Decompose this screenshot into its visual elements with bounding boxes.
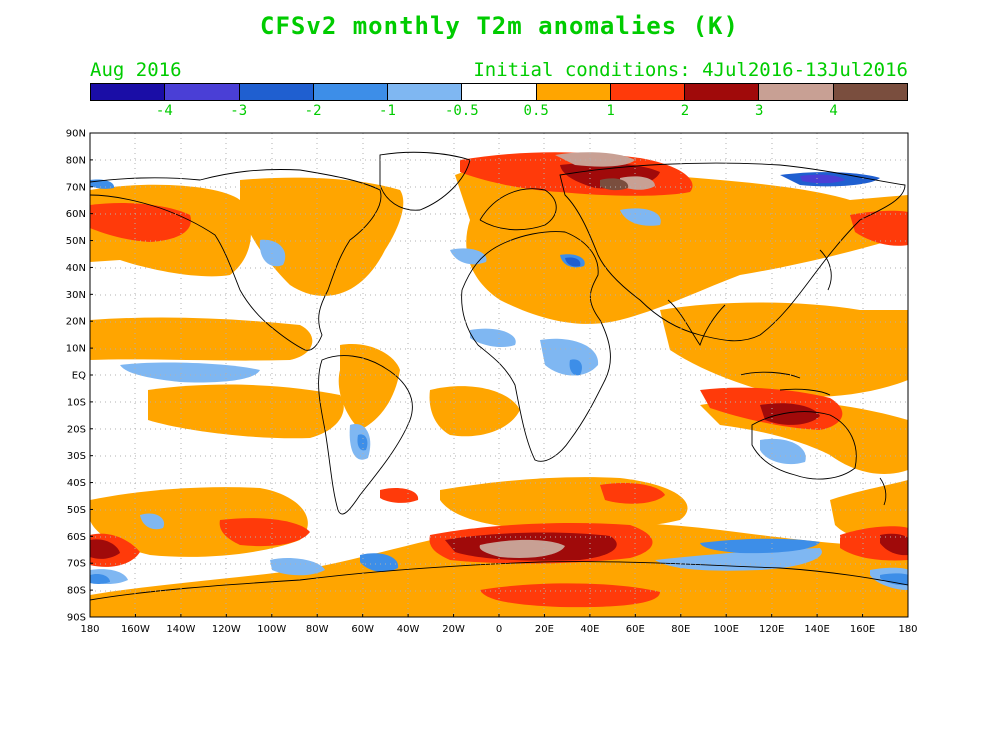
longitude-label: 180 [80,624,99,635]
latitude-label: 90S [67,613,86,624]
longitude-label: 100E [714,624,739,635]
longitude-label: 100W [257,624,286,635]
longitude-label: 160W [121,624,150,635]
longitude-label: 140W [166,624,195,635]
latitude-label: 50S [67,505,86,516]
colorbar [90,83,908,101]
latitude-label: 60S [67,532,86,543]
colorbar-label: 2 [680,103,690,119]
anomaly-fields [90,152,908,617]
latitude-label: 10S [67,397,86,408]
latitude-label: 70S [67,559,86,570]
latitude-label: 30N [66,290,86,301]
latitude-label: 10N [66,344,86,355]
longitude-label: 20W [442,624,465,635]
latitude-label: 60N [66,209,86,220]
latitude-label: EQ [72,371,86,382]
colorbar-label: -2 [304,103,322,119]
colorbar-label: -1 [379,103,396,119]
latitude-label: 70N [66,182,86,193]
latitude-label: 20S [67,424,86,435]
colorbar-label: 4 [829,103,838,119]
colorbar-label: 1 [606,103,615,119]
longitude-label: 80E [671,624,690,635]
forecast-month: Aug 2016 [90,59,182,81]
colorbar-swatch [91,84,166,100]
longitude-label: 160E [850,624,875,635]
longitude-label: 140E [804,624,829,635]
longitude-label: 40E [580,624,599,635]
latitude-label: 40S [67,478,86,489]
colorbar-swatch [165,84,240,100]
colorbar-swatch [313,84,389,100]
colorbar-swatch [536,84,611,100]
latitude-label: 30S [67,451,86,462]
latitude-label: 40N [66,263,86,274]
longitude-axis: 180 160W 140W 120W 100W 80W 60W 40W 20W 0 20E 40E 60… [80,614,918,635]
colorbar-label: -3 [230,103,248,119]
colorbar-labels: -4 -3 -2 -1 -0.5 0.5 1 2 3 4 [0,103,999,121]
coastlines [89,151,909,601]
longitude-label: 0 [496,624,502,635]
colorbar-label: 3 [755,103,764,119]
colorbar-swatch [388,84,463,100]
initial-conditions: Initial conditions: 4Jul2016-13Jul2016 [473,59,908,81]
colorbar-swatch [759,84,834,100]
latitude-axis: 90N 80N 70N 60N 50N 40N 30N 20N 10N EQ 10S 20S 30S 40… [66,129,93,624]
latitude-label: 50N [66,236,86,247]
colorbar-swatch [462,84,537,100]
longitude-label: 120E [759,624,784,635]
longitude-label: 40W [397,624,420,635]
gridlines [90,133,908,617]
latitude-label: 80N [66,155,86,166]
latitude-label: 80S [67,586,86,597]
longitude-label: 80W [306,624,329,635]
latitude-label: 90N [66,129,86,140]
latitude-label: 20N [66,317,86,328]
longitude-label: 60W [351,624,374,635]
colorbar-swatch [685,84,760,100]
colorbar-label: 0.5 [523,103,549,119]
colorbar-label: -4 [155,103,173,119]
map-title: CFSv2 monthly T2m anomalies (K) [260,12,739,40]
longitude-label: 180 [898,624,917,635]
colorbar-swatch [610,84,686,100]
colorbar-label: -0.5 [444,103,479,119]
colorbar-swatch [833,84,907,100]
longitude-label: 120W [212,624,241,635]
colorbar-swatch [239,84,314,100]
longitude-label: 60E [626,624,645,635]
longitude-label: 20E [535,624,554,635]
